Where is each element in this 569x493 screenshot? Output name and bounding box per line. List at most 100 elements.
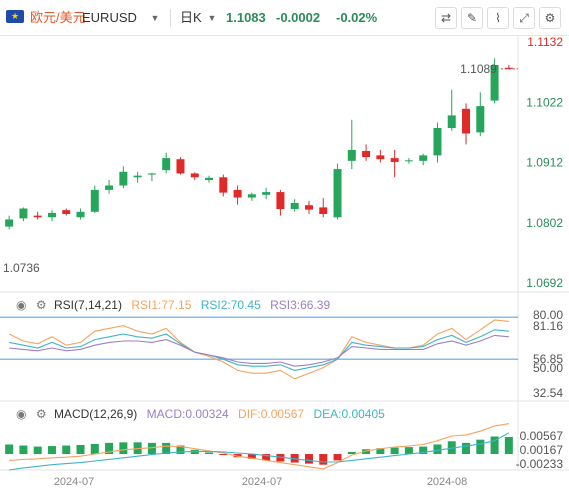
- macd-histogram-bar: [33, 446, 42, 455]
- compare-icon[interactable]: ⇄: [435, 7, 457, 29]
- macd-histogram-bar: [247, 454, 256, 459]
- candle-body: [262, 192, 271, 195]
- candle-body: [5, 219, 14, 227]
- low-value-marker: 1.0736: [3, 261, 40, 275]
- candle-body: [333, 169, 342, 218]
- candle-body: [362, 150, 371, 158]
- macd-histogram-bar: [362, 449, 371, 455]
- macd-histogram-bar: [62, 445, 71, 455]
- price-axis-label: 1.1132: [527, 35, 563, 49]
- macd-histogram-bar: [347, 451, 356, 455]
- candle-body: [190, 173, 199, 178]
- gear-icon[interactable]: ⚙: [35, 407, 47, 421]
- dea-value: DEA:0.00405: [313, 407, 385, 421]
- macd-histogram-bar: [219, 454, 228, 456]
- candle-body: [90, 189, 99, 212]
- candle-body: [490, 65, 499, 101]
- macd-histogram-bar: [319, 454, 328, 465]
- candle-body: [390, 158, 399, 162]
- symbol-label[interactable]: EURUSD: [82, 10, 137, 25]
- macd-histogram-bar: [205, 452, 214, 455]
- macd-histogram-bar: [404, 447, 413, 455]
- rsi-title: RSI(7,14,21): [53, 298, 122, 312]
- macd-histogram-bar: [47, 446, 56, 455]
- candle-body: [47, 212, 56, 218]
- macd-value: MACD:0.00324: [146, 407, 229, 421]
- price-axis-label: 1.0692: [526, 276, 563, 290]
- rsi1-value: RSI1:77.15: [131, 298, 192, 312]
- macd-histogram-bar: [390, 447, 399, 455]
- candle-body: [105, 185, 114, 190]
- candle-body: [119, 171, 128, 186]
- macd-axis-label: 0.00567: [520, 429, 564, 443]
- macd-histogram-bar: [119, 442, 128, 455]
- fullscreen-icon[interactable]: ⤢: [513, 7, 535, 29]
- dif-value: DIF:0.00567: [238, 407, 305, 421]
- candle-body: [376, 155, 385, 160]
- candle-body: [62, 210, 71, 214]
- macd-histogram-bar: [76, 445, 85, 455]
- macd-histogram-bar: [19, 445, 28, 455]
- price-axis-label: 1.0802: [526, 216, 563, 230]
- rsi3-line: [9, 334, 509, 367]
- macd-histogram-bar: [476, 439, 485, 455]
- rsi1-line: [8, 319, 509, 380]
- candle-body: [162, 158, 171, 171]
- macd-histogram-bar: [419, 446, 428, 455]
- price-axis-label: 1.1022: [526, 95, 563, 109]
- candle-body: [76, 211, 85, 218]
- candle-body: [347, 149, 356, 161]
- rsi-legend: ◉ ⚙ RSI(7,14,21) RSI1:77.15 RSI2:70.45 R…: [16, 298, 330, 312]
- candle-body: [233, 189, 242, 198]
- date-axis-label: 2024-07: [242, 476, 282, 488]
- eye-icon[interactable]: ◉: [16, 298, 27, 312]
- eye-icon[interactable]: ◉: [16, 407, 27, 421]
- candle-body: [447, 115, 456, 128]
- indicator-icon[interactable]: ⌇: [487, 7, 509, 29]
- macd-legend: ◉ ⚙ MACD(12,26,9) MACD:0.00324 DIF:0.005…: [16, 407, 385, 421]
- macd-histogram-bar: [433, 444, 442, 455]
- rsi2-value: RSI2:70.45: [200, 298, 261, 312]
- dea-line: [9, 432, 510, 471]
- rsi-axis-label: 50.00: [533, 361, 563, 375]
- pair-name[interactable]: 欧元/美元: [30, 10, 86, 25]
- candle-body: [247, 194, 256, 198]
- date-axis-label: 2024-07: [54, 476, 94, 488]
- candle-body: [304, 205, 313, 210]
- last-price: 1.1083: [226, 10, 266, 25]
- symbol-dropdown-icon[interactable]: ▼: [150, 13, 160, 23]
- gear-icon[interactable]: ⚙: [35, 298, 47, 312]
- candle-body: [133, 175, 142, 178]
- macd-histogram-bar: [147, 442, 156, 455]
- macd-axis-label: 0.00167: [520, 443, 564, 457]
- candle-body: [276, 192, 285, 210]
- macd-title: MACD(12,26,9): [53, 407, 138, 421]
- macd-histogram-bar: [105, 442, 114, 455]
- draw-icon[interactable]: ✎: [461, 7, 483, 29]
- interval-label[interactable]: 日K: [180, 10, 202, 25]
- macd-histogram-bar: [333, 454, 342, 461]
- rsi-axis-label: 56.85: [533, 352, 563, 366]
- candle-body: [404, 160, 413, 162]
- rsi2-line: [8, 329, 509, 371]
- macd-histogram-bar: [276, 454, 285, 462]
- toolbar-divider: [170, 9, 171, 27]
- candle-body: [476, 106, 485, 133]
- macd-axis-label: -0.00233: [516, 457, 564, 471]
- candle-body: [219, 177, 228, 193]
- candle-body: [504, 67, 513, 69]
- price-axis-label: 1.0912: [526, 156, 563, 170]
- settings-icon[interactable]: ⚙: [539, 7, 561, 29]
- macd-histogram-bar: [504, 437, 513, 455]
- macd-histogram-bar: [262, 454, 271, 461]
- chart-toolbar: ★ 欧元/美元 EURUSD ▼ 日K ▼ 1.1083 -0.0002 -0.…: [0, 0, 569, 36]
- interval-dropdown-icon[interactable]: ▼: [207, 13, 217, 23]
- rsi-axis-label: 80.00: [533, 308, 563, 322]
- candle-body: [290, 203, 299, 210]
- macd-histogram-bar: [490, 436, 499, 455]
- dif-line: [9, 423, 509, 470]
- candle-body: [19, 208, 28, 219]
- candle-body: [319, 207, 328, 214]
- macd-histogram-bar: [304, 454, 313, 464]
